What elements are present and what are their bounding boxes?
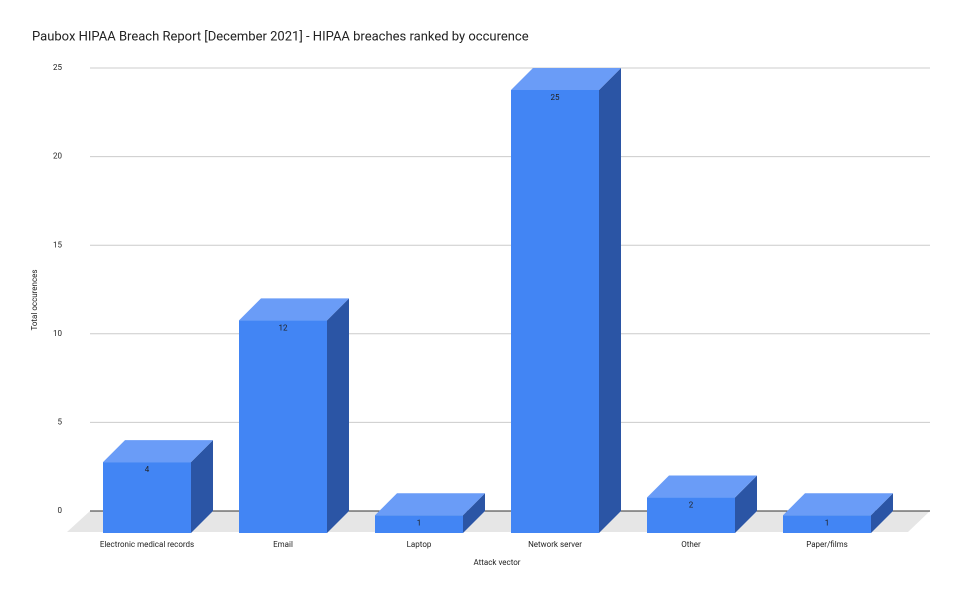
bar-side: [463, 493, 485, 533]
bar-top: [647, 475, 757, 498]
bar-top: [103, 440, 213, 463]
data-label: 25: [551, 93, 560, 102]
bar-side: [191, 440, 213, 533]
bar-side: [327, 298, 349, 533]
x-tick-label: Paper/films: [806, 540, 848, 549]
y-axis-title: Total occurences: [30, 269, 39, 330]
bar-side: [871, 493, 893, 533]
chart-title: Paubox HIPAA Breach Report [December 202…: [32, 29, 529, 44]
bar: [239, 320, 327, 533]
y-tick-label: 5: [58, 418, 63, 427]
bar-group: [103, 440, 213, 533]
bar: [103, 462, 191, 533]
x-tick-label: Other: [681, 540, 701, 549]
bar-side: [735, 475, 757, 533]
x-tick-label: Network server: [528, 540, 582, 549]
bar: [647, 497, 735, 533]
x-tick-label: Email: [273, 540, 293, 549]
y-tick-label: 0: [58, 506, 63, 515]
bar-side: [599, 68, 621, 533]
bar-top: [783, 493, 893, 516]
data-label: 1: [825, 518, 830, 527]
x-tick-label: Laptop: [407, 540, 432, 549]
bar-top: [511, 68, 621, 90]
data-label: 12: [279, 323, 288, 332]
y-tick-label: 25: [53, 63, 62, 72]
bar-group: [511, 68, 621, 533]
bar-group: [783, 493, 893, 533]
y-tick-label: 20: [53, 152, 62, 161]
bar-group: [375, 493, 485, 533]
data-label: 2: [689, 501, 694, 510]
bar-top: [375, 493, 485, 516]
bar: [511, 90, 599, 533]
bar-top: [239, 298, 349, 321]
data-label: 1: [417, 518, 422, 527]
y-tick-label: 15: [53, 240, 62, 249]
bar-group: [647, 475, 757, 533]
y-tick-label: 10: [53, 329, 62, 338]
x-tick-label: Electronic medical records: [100, 540, 194, 549]
bar-group: [239, 298, 349, 533]
bar: [783, 515, 871, 533]
x-axis-title: Attack vector: [473, 558, 520, 567]
data-label: 4: [145, 465, 150, 474]
bar: [375, 515, 463, 533]
